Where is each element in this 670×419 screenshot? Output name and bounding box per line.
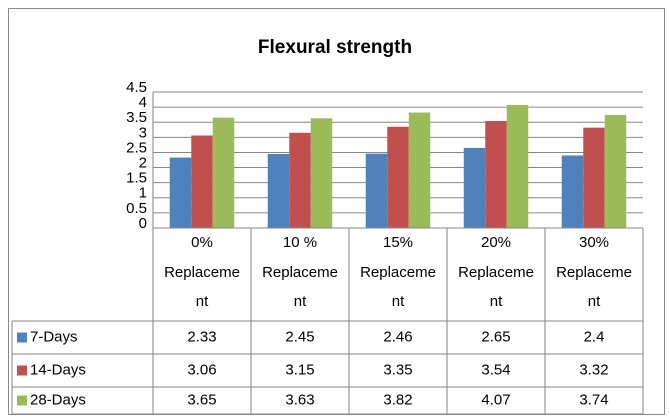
category-cell: 15% Replacement: [360, 234, 436, 310]
bar: [583, 127, 605, 228]
bar: [387, 126, 409, 228]
category-cell: 30% Replacement: [556, 234, 632, 310]
bar: [267, 153, 290, 228]
x-tick-label: 30% Replacement: [556, 234, 632, 310]
y-tick-label: 1.5: [126, 170, 147, 187]
table-value: 3.15: [285, 361, 314, 378]
legend-swatch: [17, 365, 27, 376]
x-tick-label: 0% Replacement: [164, 234, 240, 310]
table-value: 2.33: [187, 328, 216, 345]
bar: [506, 104, 529, 228]
y-tick-label: 2: [139, 155, 147, 172]
chart-border: [8, 8, 665, 415]
y-tick-label: 4.5: [126, 79, 147, 96]
table-value: 4.07: [481, 391, 510, 408]
category-cell: 10 % Replacement: [262, 234, 338, 310]
legend-label: 28-Days: [30, 391, 86, 408]
bar: [310, 118, 333, 228]
y-tick-label: 2.5: [126, 139, 147, 156]
legend-label: 7-Days: [30, 328, 78, 345]
y-tick-label: 3.5: [126, 109, 147, 126]
bar: [212, 117, 235, 228]
table-value: 2.46: [383, 328, 412, 345]
y-tick-label: 4: [139, 94, 147, 111]
y-tick-label: 0: [139, 215, 147, 232]
bar: [463, 147, 486, 228]
y-tick-label: 3: [139, 124, 147, 141]
bar: [365, 153, 388, 228]
legend-label: 14-Days: [30, 361, 86, 378]
table-value: 3.74: [579, 391, 608, 408]
legend-swatch: [17, 332, 27, 343]
table-value: 3.32: [579, 361, 608, 378]
table-value: 3.82: [383, 391, 412, 408]
bar: [191, 135, 213, 228]
table-value: 2.45: [285, 328, 314, 345]
table-value: 3.63: [285, 391, 314, 408]
table-value: 3.35: [383, 361, 412, 378]
x-tick-label: 20% Replacement: [458, 234, 534, 310]
table-value: 3.65: [187, 391, 216, 408]
legend-swatch: [17, 395, 27, 406]
x-tick-label: 10 % Replacement: [262, 234, 338, 310]
bar: [485, 121, 507, 228]
bar: [561, 155, 584, 228]
category-cell: 20% Replacement: [458, 234, 534, 310]
y-tick-label: 1: [139, 185, 147, 202]
bar: [604, 114, 627, 228]
bar: [408, 112, 431, 228]
category-cell: 0% Replacement: [164, 234, 240, 310]
bar: [169, 157, 192, 228]
x-tick-label: 15% Replacement: [360, 234, 436, 310]
y-tick-label: 0.5: [126, 200, 147, 217]
table-value: 2.65: [481, 328, 510, 345]
table-value: 2.4: [584, 328, 605, 345]
chart-title: Flexural strength: [258, 37, 412, 58]
bar: [289, 132, 311, 228]
table-value: 3.54: [481, 361, 510, 378]
table-value: 3.06: [187, 361, 216, 378]
